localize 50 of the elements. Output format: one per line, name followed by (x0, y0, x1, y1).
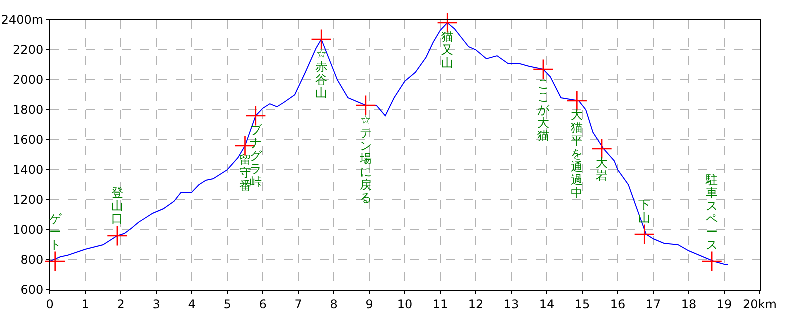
point (702, 251, 723, 272)
y-tick-label: 1600 (13, 133, 44, 148)
y-tick-label: 800 (20, 253, 44, 268)
x-tick-label: 14 (539, 297, 555, 312)
x-tick-label: 0 (46, 297, 54, 312)
x-tick-label: 9 (366, 297, 374, 312)
annotation: ☆テン場に戻る (359, 112, 372, 204)
x-tick-label: 15 (574, 297, 590, 312)
x-tick-label: 17 (646, 297, 662, 312)
x-tick-label: 7 (294, 297, 302, 312)
y-tick-label: 1000 (13, 223, 44, 238)
x-tick-label: 12 (468, 297, 484, 312)
point (44, 251, 66, 272)
annotation: 大猫平を通過中 (570, 108, 584, 200)
line-series (50, 22, 729, 265)
point (634, 224, 656, 245)
y-tick-label: 1400 (13, 163, 44, 178)
point (533, 59, 554, 80)
annotation: 駐車スペース (706, 172, 719, 252)
point (311, 29, 332, 50)
y-tick-label: 600 (20, 283, 44, 298)
annotation: 猫又山 (441, 30, 454, 70)
x-tick-label: 16 (610, 297, 626, 312)
x-tick-label: 3 (152, 297, 160, 312)
x-tick-label: 13 (504, 297, 520, 312)
y-tick-label: 1200 (13, 193, 44, 208)
point (356, 95, 376, 116)
x-tick-label: 11 (432, 297, 448, 312)
y-tick-label: 1800 (13, 103, 44, 118)
annotation: 大岩 (596, 156, 609, 183)
x-tick-label: 2 (117, 297, 125, 312)
y-tick-label: 2000 (13, 73, 44, 88)
annotation: ☆赤谷山 (315, 46, 328, 100)
y-tick-label: 2200 (13, 43, 44, 58)
point (107, 226, 128, 246)
x-tick-label: 18 (681, 297, 697, 312)
x-tick-label: 4 (188, 297, 196, 312)
point (437, 12, 458, 34)
annotation: ここが大猫 (536, 76, 550, 142)
annotation: 登山口 (110, 186, 124, 226)
annotation: ブナグラ峠 (250, 123, 262, 189)
x-tick-label: 1 (82, 297, 90, 312)
x-tick-label: 8 (330, 297, 338, 312)
x-tick-label: 6 (259, 297, 267, 312)
x-tick-label: 5 (224, 297, 232, 312)
x-tick-label: 20km (743, 297, 777, 312)
x-tick-label: 19 (716, 297, 732, 312)
y-tick-label: 2400m (1, 13, 44, 28)
x-tick-label: 10 (397, 297, 413, 312)
annotation: 留守番 (238, 153, 252, 193)
